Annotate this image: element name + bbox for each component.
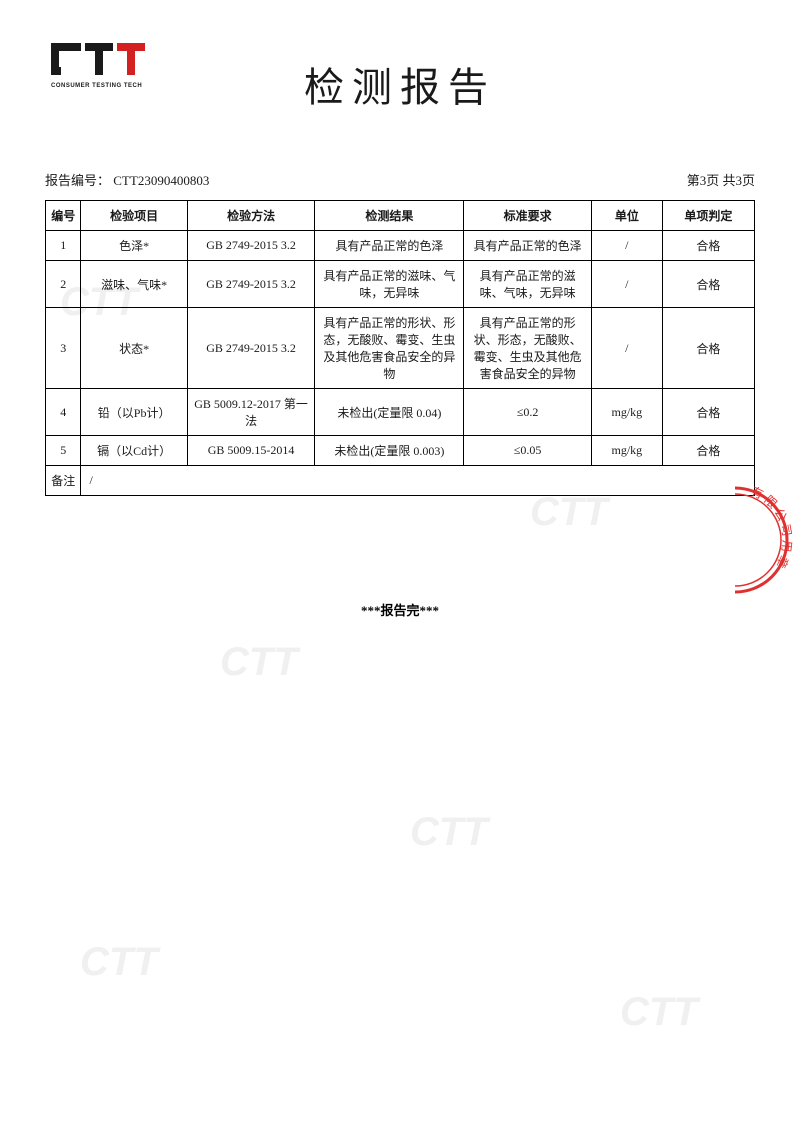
cell-result: 具有产品正常的形状、形态，无酸败、霉变、生虫及其他危害食品安全的异物	[315, 308, 464, 389]
cell-unit: /	[591, 261, 662, 308]
cell-item: 镉（以Cd计）	[81, 436, 187, 466]
results-table: 编号 检验项目 检验方法 检测结果 标准要求 单位 单项判定 1色泽*GB 27…	[45, 200, 755, 496]
table-row: 3状态*GB 2749-2015 3.2具有产品正常的形状、形态，无酸败、霉变、…	[46, 308, 755, 389]
cell-method: GB 5009.12-2017 第一法	[187, 389, 315, 436]
cell-no: 2	[46, 261, 81, 308]
header-method: 检验方法	[187, 201, 315, 231]
cell-method: GB 2749-2015 3.2	[187, 231, 315, 261]
header-result: 检测结果	[315, 201, 464, 231]
page-number: 第3页 共3页	[687, 170, 755, 189]
watermark: CTT	[530, 490, 608, 535]
report-number: 报告编号： CTT23090400803	[45, 170, 209, 189]
cell-no: 5	[46, 436, 81, 466]
results-table-wrap: 编号 检验项目 检验方法 检测结果 标准要求 单位 单项判定 1色泽*GB 27…	[45, 200, 755, 496]
watermark: CTT	[80, 940, 158, 985]
watermark: CTT	[410, 810, 488, 855]
header-standard: 标准要求	[464, 201, 592, 231]
cell-no: 4	[46, 389, 81, 436]
cell-verdict: 合格	[662, 389, 754, 436]
cell-item: 色泽*	[81, 231, 187, 261]
cell-unit: mg/kg	[591, 436, 662, 466]
cell-unit: mg/kg	[591, 389, 662, 436]
cell-result: 未检出(定量限 0.04)	[315, 389, 464, 436]
cell-verdict: 合格	[662, 436, 754, 466]
end-of-report: ***报告完***	[0, 600, 800, 619]
cell-item: 铅（以Pb计）	[81, 389, 187, 436]
cell-std: 具有产品正常的形状、形态，无酸败、霉变、生虫及其他危害食品安全的异物	[464, 308, 592, 389]
cell-std: 具有产品正常的色泽	[464, 231, 592, 261]
watermark: CTT	[220, 640, 298, 685]
cell-result: 具有产品正常的色泽	[315, 231, 464, 261]
table-row: 2滋味、气味*GB 2749-2015 3.2具有产品正常的滋味、气味，无异味具…	[46, 261, 755, 308]
header-unit: 单位	[591, 201, 662, 231]
cell-item: 状态*	[81, 308, 187, 389]
header-no: 编号	[46, 201, 81, 231]
report-no-value: CTT23090400803	[113, 173, 209, 188]
page-title: 检测报告	[0, 55, 800, 113]
cell-no: 1	[46, 231, 81, 261]
cell-result: 未检出(定量限 0.003)	[315, 436, 464, 466]
table-row: 5镉（以Cd计）GB 5009.15-2014未检出(定量限 0.003)≤0.…	[46, 436, 755, 466]
cell-std: 具有产品正常的滋味、气味，无异味	[464, 261, 592, 308]
red-seal: 有 限 公 司 用 章	[675, 480, 795, 600]
svg-text:有 限 公 司 用 章: 有 限 公 司 用 章	[749, 484, 795, 571]
cell-method: GB 2749-2015 3.2	[187, 261, 315, 308]
cell-method: GB 5009.15-2014	[187, 436, 315, 466]
cell-unit: /	[591, 231, 662, 261]
report-no-label: 报告编号：	[45, 173, 110, 188]
remark-value: /	[81, 466, 755, 496]
cell-method: GB 2749-2015 3.2	[187, 308, 315, 389]
cell-verdict: 合格	[662, 261, 754, 308]
cell-item: 滋味、气味*	[81, 261, 187, 308]
table-row: 4铅（以Pb计）GB 5009.12-2017 第一法未检出(定量限 0.04)…	[46, 389, 755, 436]
header-item: 检验项目	[81, 201, 187, 231]
header-verdict: 单项判定	[662, 201, 754, 231]
cell-std: ≤0.2	[464, 389, 592, 436]
table-header-row: 编号 检验项目 检验方法 检测结果 标准要求 单位 单项判定	[46, 201, 755, 231]
watermark: CTT	[620, 990, 698, 1035]
remark-row: 备注 /	[46, 466, 755, 496]
cell-no: 3	[46, 308, 81, 389]
cell-verdict: 合格	[662, 231, 754, 261]
cell-std: ≤0.05	[464, 436, 592, 466]
remark-label: 备注	[46, 466, 81, 496]
cell-verdict: 合格	[662, 308, 754, 389]
cell-result: 具有产品正常的滋味、气味，无异味	[315, 261, 464, 308]
table-row: 1色泽*GB 2749-2015 3.2具有产品正常的色泽具有产品正常的色泽/合…	[46, 231, 755, 261]
cell-unit: /	[591, 308, 662, 389]
